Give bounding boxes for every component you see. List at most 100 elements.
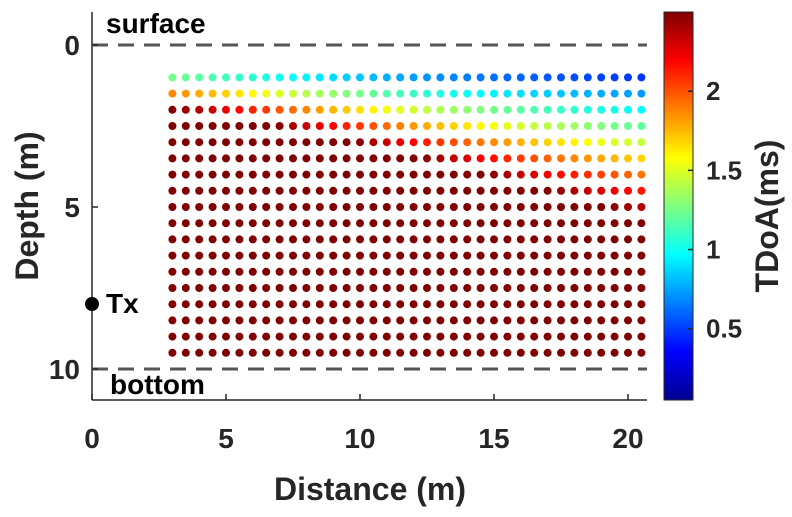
scatter-point	[289, 316, 297, 325]
scatter-point	[275, 316, 284, 325]
scatter-point	[222, 316, 230, 325]
scatter-point	[503, 186, 512, 195]
scatter-point	[181, 235, 190, 244]
scatter-point	[356, 235, 364, 244]
scatter-point	[543, 316, 552, 325]
scatter-point	[315, 267, 324, 276]
scatter-point	[208, 300, 217, 309]
scatter-point	[516, 89, 525, 98]
scatter-point	[315, 284, 324, 292]
scatter-point	[476, 186, 485, 195]
scatter-point	[490, 284, 498, 292]
scatter-point	[516, 348, 525, 357]
scatter-point	[490, 73, 498, 82]
scatter-point	[262, 105, 271, 114]
scatter-point	[382, 235, 391, 244]
scatter-point	[610, 235, 619, 244]
scatter-point	[570, 89, 579, 98]
scatter-point	[168, 300, 177, 309]
scatter-point	[248, 219, 257, 228]
scatter-point	[208, 186, 217, 195]
scatter-point	[583, 332, 592, 341]
scatter-point	[610, 316, 619, 325]
scatter-point	[449, 154, 458, 163]
scatter-point	[409, 332, 418, 341]
scatter-point	[637, 89, 646, 98]
scatter-point	[315, 170, 324, 179]
scatter-point	[289, 300, 297, 309]
scatter-point	[168, 316, 177, 325]
scatter-point	[637, 300, 646, 309]
scatter-point	[624, 89, 632, 98]
scatter-points	[168, 73, 646, 357]
plot-frame	[91, 12, 647, 401]
scatter-point	[195, 203, 204, 211]
colorbar-ticks: 0.5 1 1.5 2	[688, 76, 742, 344]
scatter-point	[543, 73, 552, 82]
scatter-point	[436, 332, 445, 341]
scatter-point	[583, 203, 592, 211]
scatter-point	[342, 186, 351, 195]
scatter-point	[423, 251, 431, 260]
scatter-point	[342, 203, 351, 211]
scatter-point	[289, 138, 297, 147]
scatter-point	[302, 235, 311, 244]
scatter-point	[382, 186, 391, 195]
surface-label: surface	[106, 8, 206, 39]
scatter-point	[342, 267, 351, 276]
scatter-point	[208, 138, 217, 147]
scatter-point	[369, 348, 378, 357]
scatter-point	[530, 316, 539, 325]
scatter-point	[503, 251, 512, 260]
scatter-point	[530, 251, 539, 260]
scatter-point	[262, 170, 271, 179]
scatter-point	[342, 284, 351, 292]
scatter-point	[168, 122, 177, 130]
scatter-point	[222, 251, 230, 260]
scatter-point	[476, 89, 485, 98]
scatter-point	[208, 267, 217, 276]
scatter-point	[396, 154, 405, 163]
scatter-point	[463, 348, 472, 357]
scatter-point	[315, 235, 324, 244]
scatter-point	[181, 219, 190, 228]
scatter-point	[181, 284, 190, 292]
scatter-point	[490, 154, 498, 163]
scatter-point	[637, 138, 646, 147]
scatter-point	[597, 267, 606, 276]
scatter-point	[557, 235, 565, 244]
scatter-point	[396, 186, 405, 195]
scatter-point	[262, 316, 271, 325]
x-axis-ticks: 0 5 10 15 20	[84, 394, 644, 454]
scatter-point	[275, 235, 284, 244]
scatter-point	[275, 105, 284, 114]
y-tick-label: 0	[64, 30, 80, 61]
scatter-point	[168, 170, 177, 179]
scatter-point	[356, 332, 364, 341]
scatter-point	[356, 219, 364, 228]
scatter-point	[195, 186, 204, 195]
scatter-point	[382, 105, 391, 114]
scatter-point	[637, 235, 646, 244]
scatter-point	[610, 300, 619, 309]
transmitter-label: Tx	[106, 288, 139, 319]
scatter-point	[315, 203, 324, 211]
scatter-point	[262, 122, 271, 130]
scatter-point	[557, 122, 565, 130]
scatter-point	[490, 316, 498, 325]
scatter-point	[396, 203, 405, 211]
scatter-point	[570, 332, 579, 341]
scatter-point	[409, 284, 418, 292]
scatter-point	[543, 105, 552, 114]
scatter-point	[436, 105, 445, 114]
scatter-point	[409, 251, 418, 260]
scatter-point	[516, 122, 525, 130]
scatter-point	[503, 89, 512, 98]
scatter-point	[637, 203, 646, 211]
scatter-point	[503, 154, 512, 163]
scatter-point	[382, 138, 391, 147]
scatter-point	[436, 154, 445, 163]
scatter-point	[570, 122, 579, 130]
scatter-point	[208, 332, 217, 341]
scatter-point	[275, 284, 284, 292]
